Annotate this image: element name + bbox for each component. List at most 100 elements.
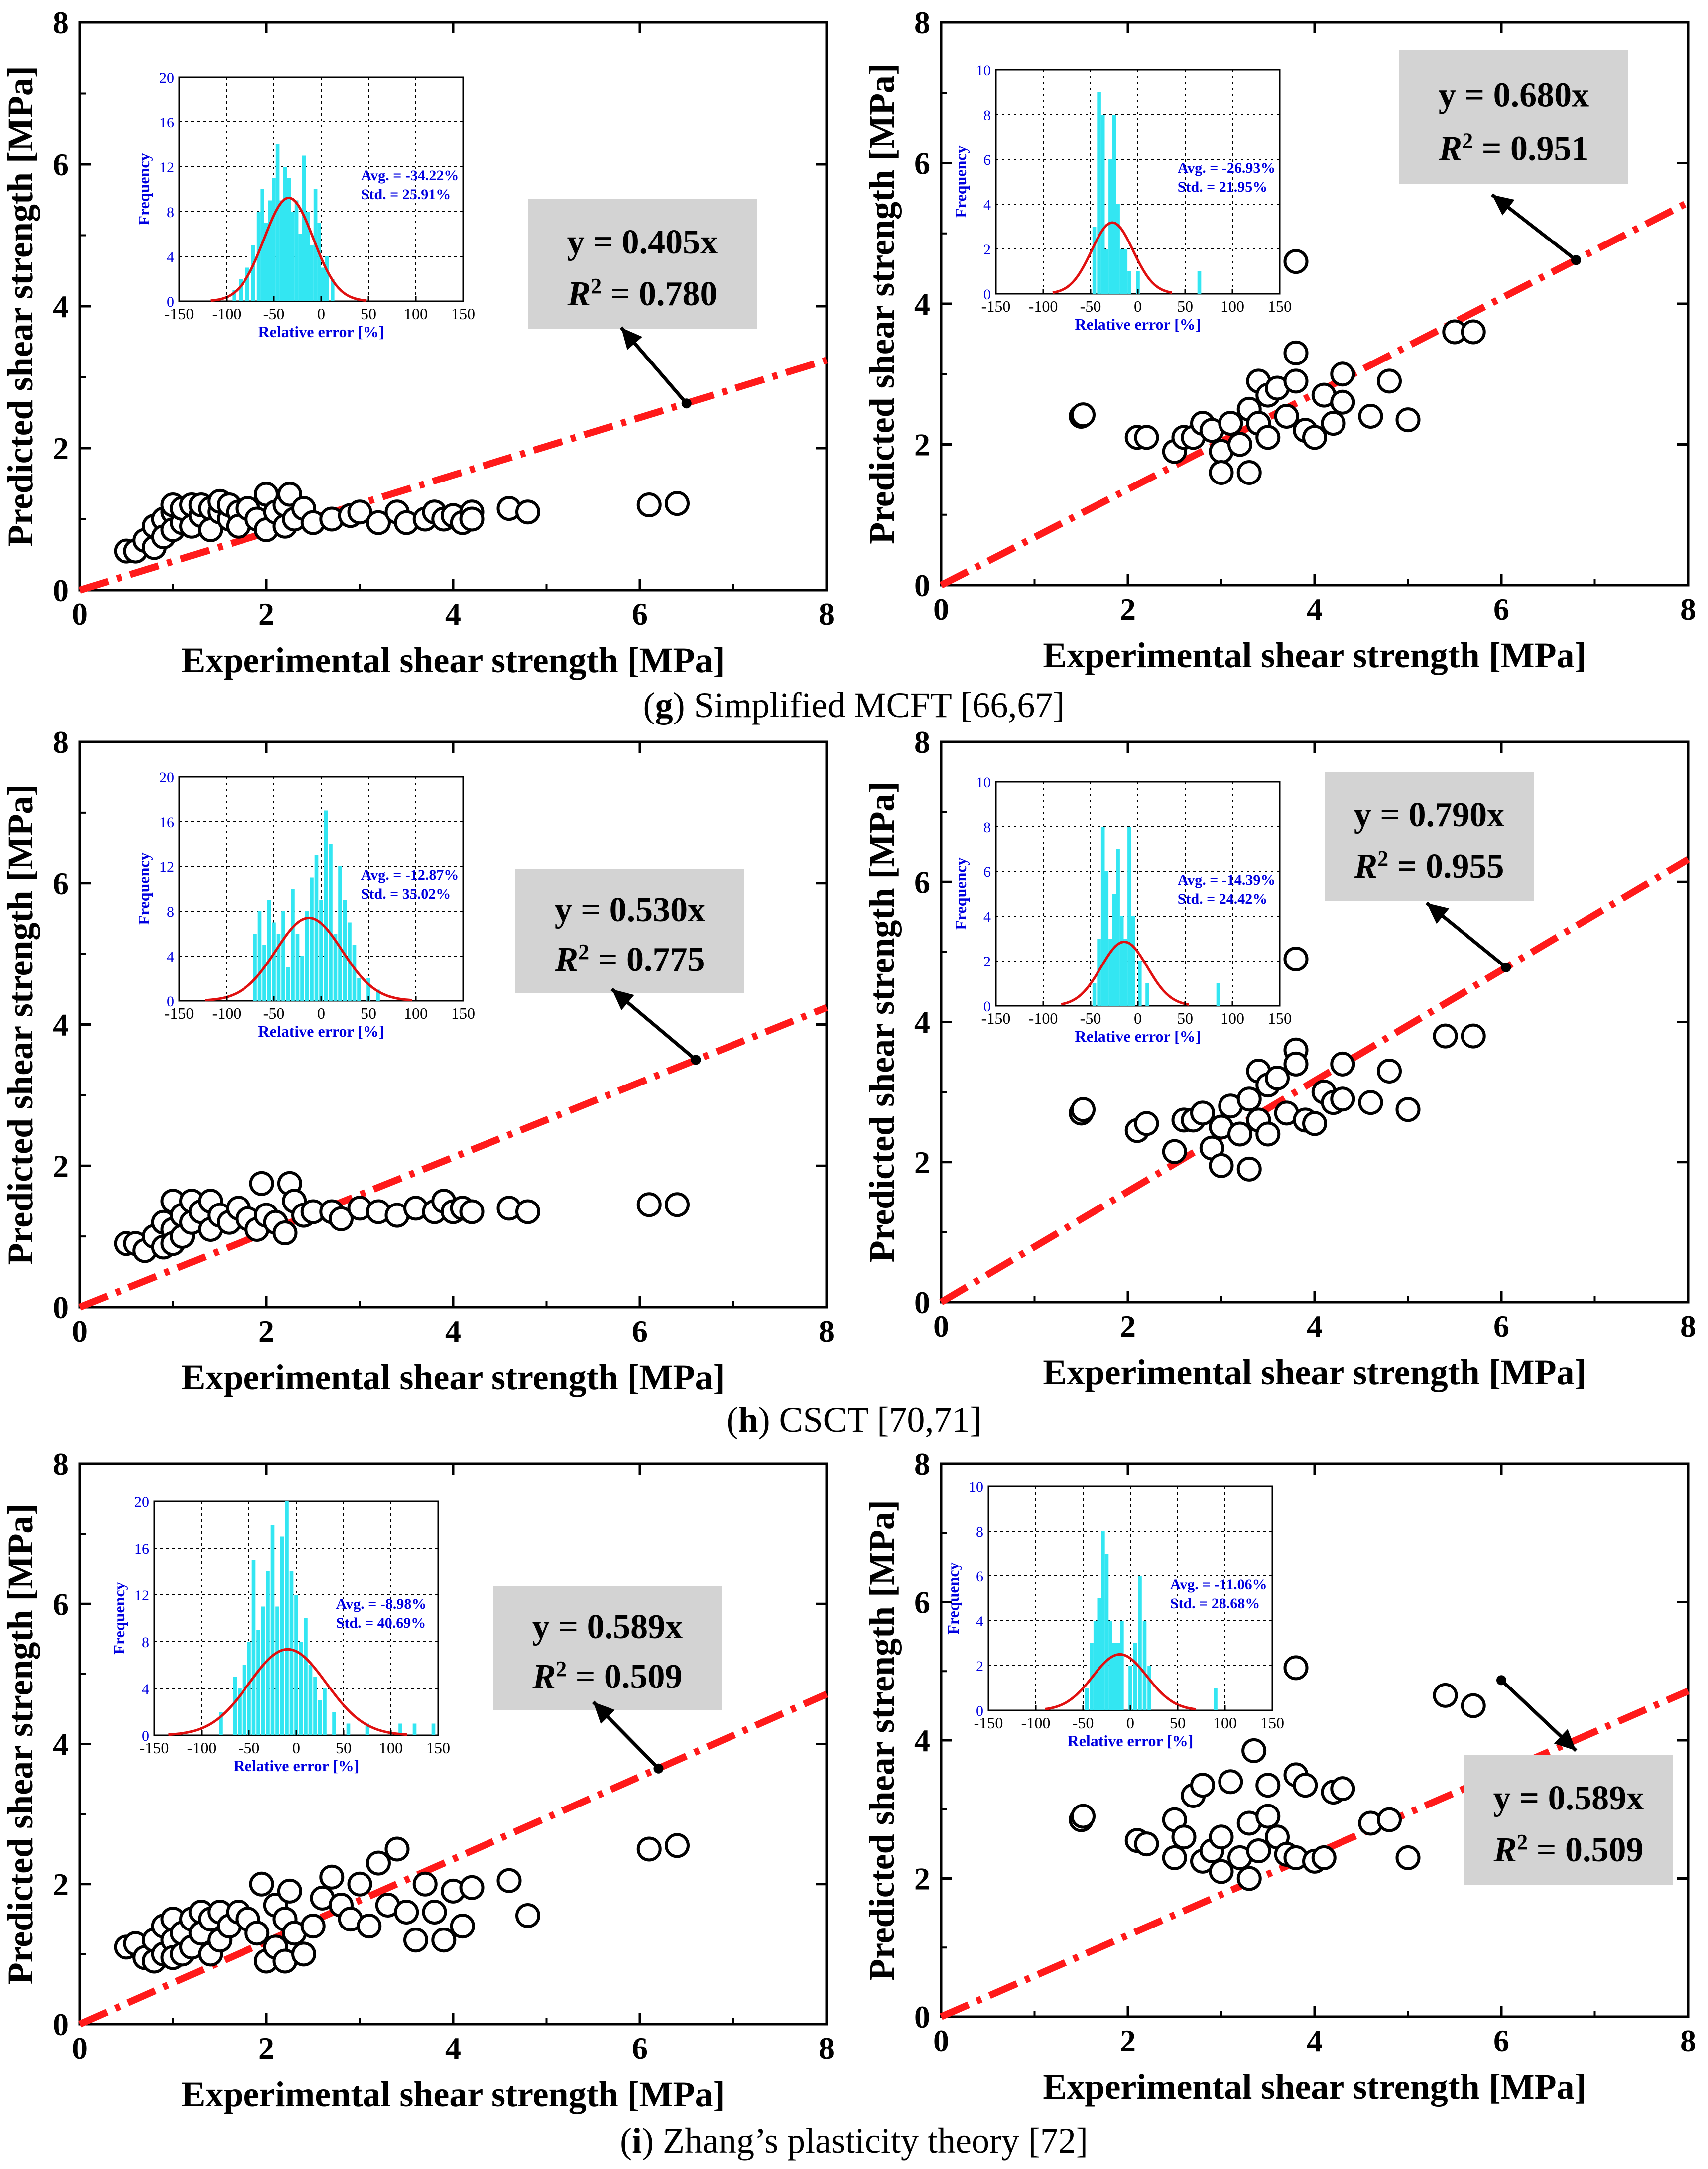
x-tick-label: 4 <box>1307 2023 1323 2058</box>
data-point <box>366 1850 391 1876</box>
inset-y-tick-label: 20 <box>134 1494 149 1510</box>
histogram-bar <box>1085 1688 1089 1710</box>
histogram-bar <box>238 1688 242 1735</box>
inset-x-tick-label: 150 <box>1268 1009 1292 1027</box>
data-point <box>357 1914 382 1939</box>
data-point <box>347 499 372 525</box>
histogram-bar <box>298 234 302 301</box>
data-point <box>1283 1051 1309 1077</box>
y-tick-label: 0 <box>914 1285 930 1320</box>
x-tick-label: 2 <box>258 597 274 632</box>
inset-y-tick-label: 6 <box>983 864 991 880</box>
histogram-bar <box>300 956 304 1001</box>
x-tick-label: 8 <box>1680 1309 1696 1344</box>
histogram-bar <box>1123 249 1128 294</box>
data-point <box>1330 1086 1355 1112</box>
data-point <box>1227 1121 1252 1147</box>
inset-y-tick-label: 4 <box>983 197 991 213</box>
y-axis-label: Predicted shear strength [MPa] <box>862 63 902 544</box>
data-point <box>272 1220 298 1246</box>
y-tick-label: 6 <box>53 147 69 182</box>
histogram-bar <box>1100 115 1105 294</box>
histogram-bar <box>313 1677 317 1735</box>
x-axis-label: Experimental shear strength [MPa] <box>1043 1352 1586 1392</box>
data-point <box>1395 407 1421 433</box>
chart-g-left: 0 2 4 6 8 0 2 4 6 8 Experimental shear strength [M… <box>0 5 835 680</box>
histogram-bar <box>1136 271 1140 294</box>
data-point <box>1209 460 1234 485</box>
inset-y-tick-label: 0 <box>983 998 991 1015</box>
r-squared-text: R2 = 0.951 <box>1438 128 1588 168</box>
inset-x-tick-label: -100 <box>1021 1714 1051 1732</box>
x-tick-label: 0 <box>72 2031 88 2066</box>
y-tick-label: 6 <box>53 1586 69 1622</box>
r-squared-text: R2 = 0.780 <box>567 274 717 314</box>
inset-y-tick-label: 0 <box>167 993 174 1010</box>
data-point <box>1283 1655 1309 1681</box>
data-point <box>366 510 391 535</box>
histogram-bar <box>279 200 283 301</box>
x-tick-label: 2 <box>258 2031 274 2066</box>
inset-x-tick-label: 0 <box>1126 1714 1134 1732</box>
data-point <box>1171 1824 1197 1850</box>
chart-h-right: 0 2 4 6 8 0 2 4 6 8 Experimental shear strength [M… <box>862 724 1696 1392</box>
histogram-bar <box>1128 1666 1132 1710</box>
data-point <box>1255 1804 1281 1829</box>
histogram-bar <box>291 889 295 1001</box>
y-tick-label: 2 <box>914 1145 930 1180</box>
data-point <box>1071 1097 1096 1122</box>
inset-x-tick-label: 100 <box>1213 1714 1237 1732</box>
y-tick-label: 6 <box>914 1585 930 1620</box>
inset-x-tick-label: -50 <box>1073 1714 1094 1732</box>
data-point <box>1283 340 1309 365</box>
y-tick-label: 4 <box>914 1005 930 1040</box>
normal-distribution-curve <box>1061 940 1190 1006</box>
normal-distribution-curve <box>1052 221 1172 294</box>
data-point <box>1209 1824 1234 1850</box>
y-axis-label: Predicted shear strength [MPa] <box>862 782 902 1263</box>
inset-x-tick-label: -100 <box>187 1739 217 1757</box>
histogram-bar <box>299 1642 303 1735</box>
inset-x-axis-label: Relative error [%] <box>258 1022 384 1040</box>
x-tick-label: 2 <box>1120 592 1136 627</box>
data-point <box>1209 1153 1234 1178</box>
inset-avg-label: Avg. = -34.22% <box>361 167 459 184</box>
y-tick-label: 4 <box>53 1727 69 1762</box>
inset-x-tick-label: -50 <box>263 1004 285 1022</box>
histogram-bar <box>266 1571 270 1735</box>
inset-x-tick-label: 100 <box>1220 297 1244 315</box>
histogram-bar <box>357 978 361 1001</box>
histogram-bar <box>1120 1621 1124 1710</box>
y-tick-label: 0 <box>53 1290 69 1325</box>
histogram-bar <box>294 200 299 301</box>
inset-x-tick-label: 0 <box>1134 1009 1142 1027</box>
caption-g: (g) Simplified MCFT [66,67] <box>643 685 1065 725</box>
histogram-bar <box>272 178 276 301</box>
data-point <box>515 1199 540 1224</box>
data-point <box>1302 425 1327 450</box>
chart-i-left: 0 2 4 6 8 0 2 4 6 8 Experimental shear strength [M… <box>0 1446 835 2114</box>
y-tick-label: 2 <box>53 1867 69 1902</box>
equation-text: y = 0.530x <box>555 891 705 929</box>
y-tick-label: 4 <box>53 289 69 324</box>
x-tick-label: 4 <box>445 597 461 632</box>
x-tick-label: 6 <box>1493 2023 1509 2058</box>
histogram-bar <box>256 1630 260 1735</box>
inset-y-tick-label: 0 <box>976 1703 983 1719</box>
x-tick-label: 6 <box>632 1314 648 1349</box>
inset-avg-label: Avg. = -12.87% <box>361 867 459 883</box>
data-point <box>300 1914 326 1939</box>
x-tick-label: 4 <box>445 2031 461 2066</box>
inset-x-tick-label: 50 <box>1170 1714 1186 1732</box>
histogram-bar <box>233 1677 237 1735</box>
x-axis-label: Experimental shear strength [MPa] <box>1043 2067 1586 2107</box>
inset-x-tick-label: -50 <box>1080 297 1101 315</box>
x-tick-label: 8 <box>819 1314 835 1349</box>
inset-histogram: -150 -100 -50 0 50 100 150 0 4 8 12 16 20 Relative er… <box>135 769 475 1040</box>
histogram-bar <box>242 1665 246 1735</box>
histogram-bar <box>1138 961 1142 1006</box>
y-tick-label: 4 <box>914 1723 930 1758</box>
histogram-bar <box>331 279 335 301</box>
equation-box <box>528 199 757 329</box>
